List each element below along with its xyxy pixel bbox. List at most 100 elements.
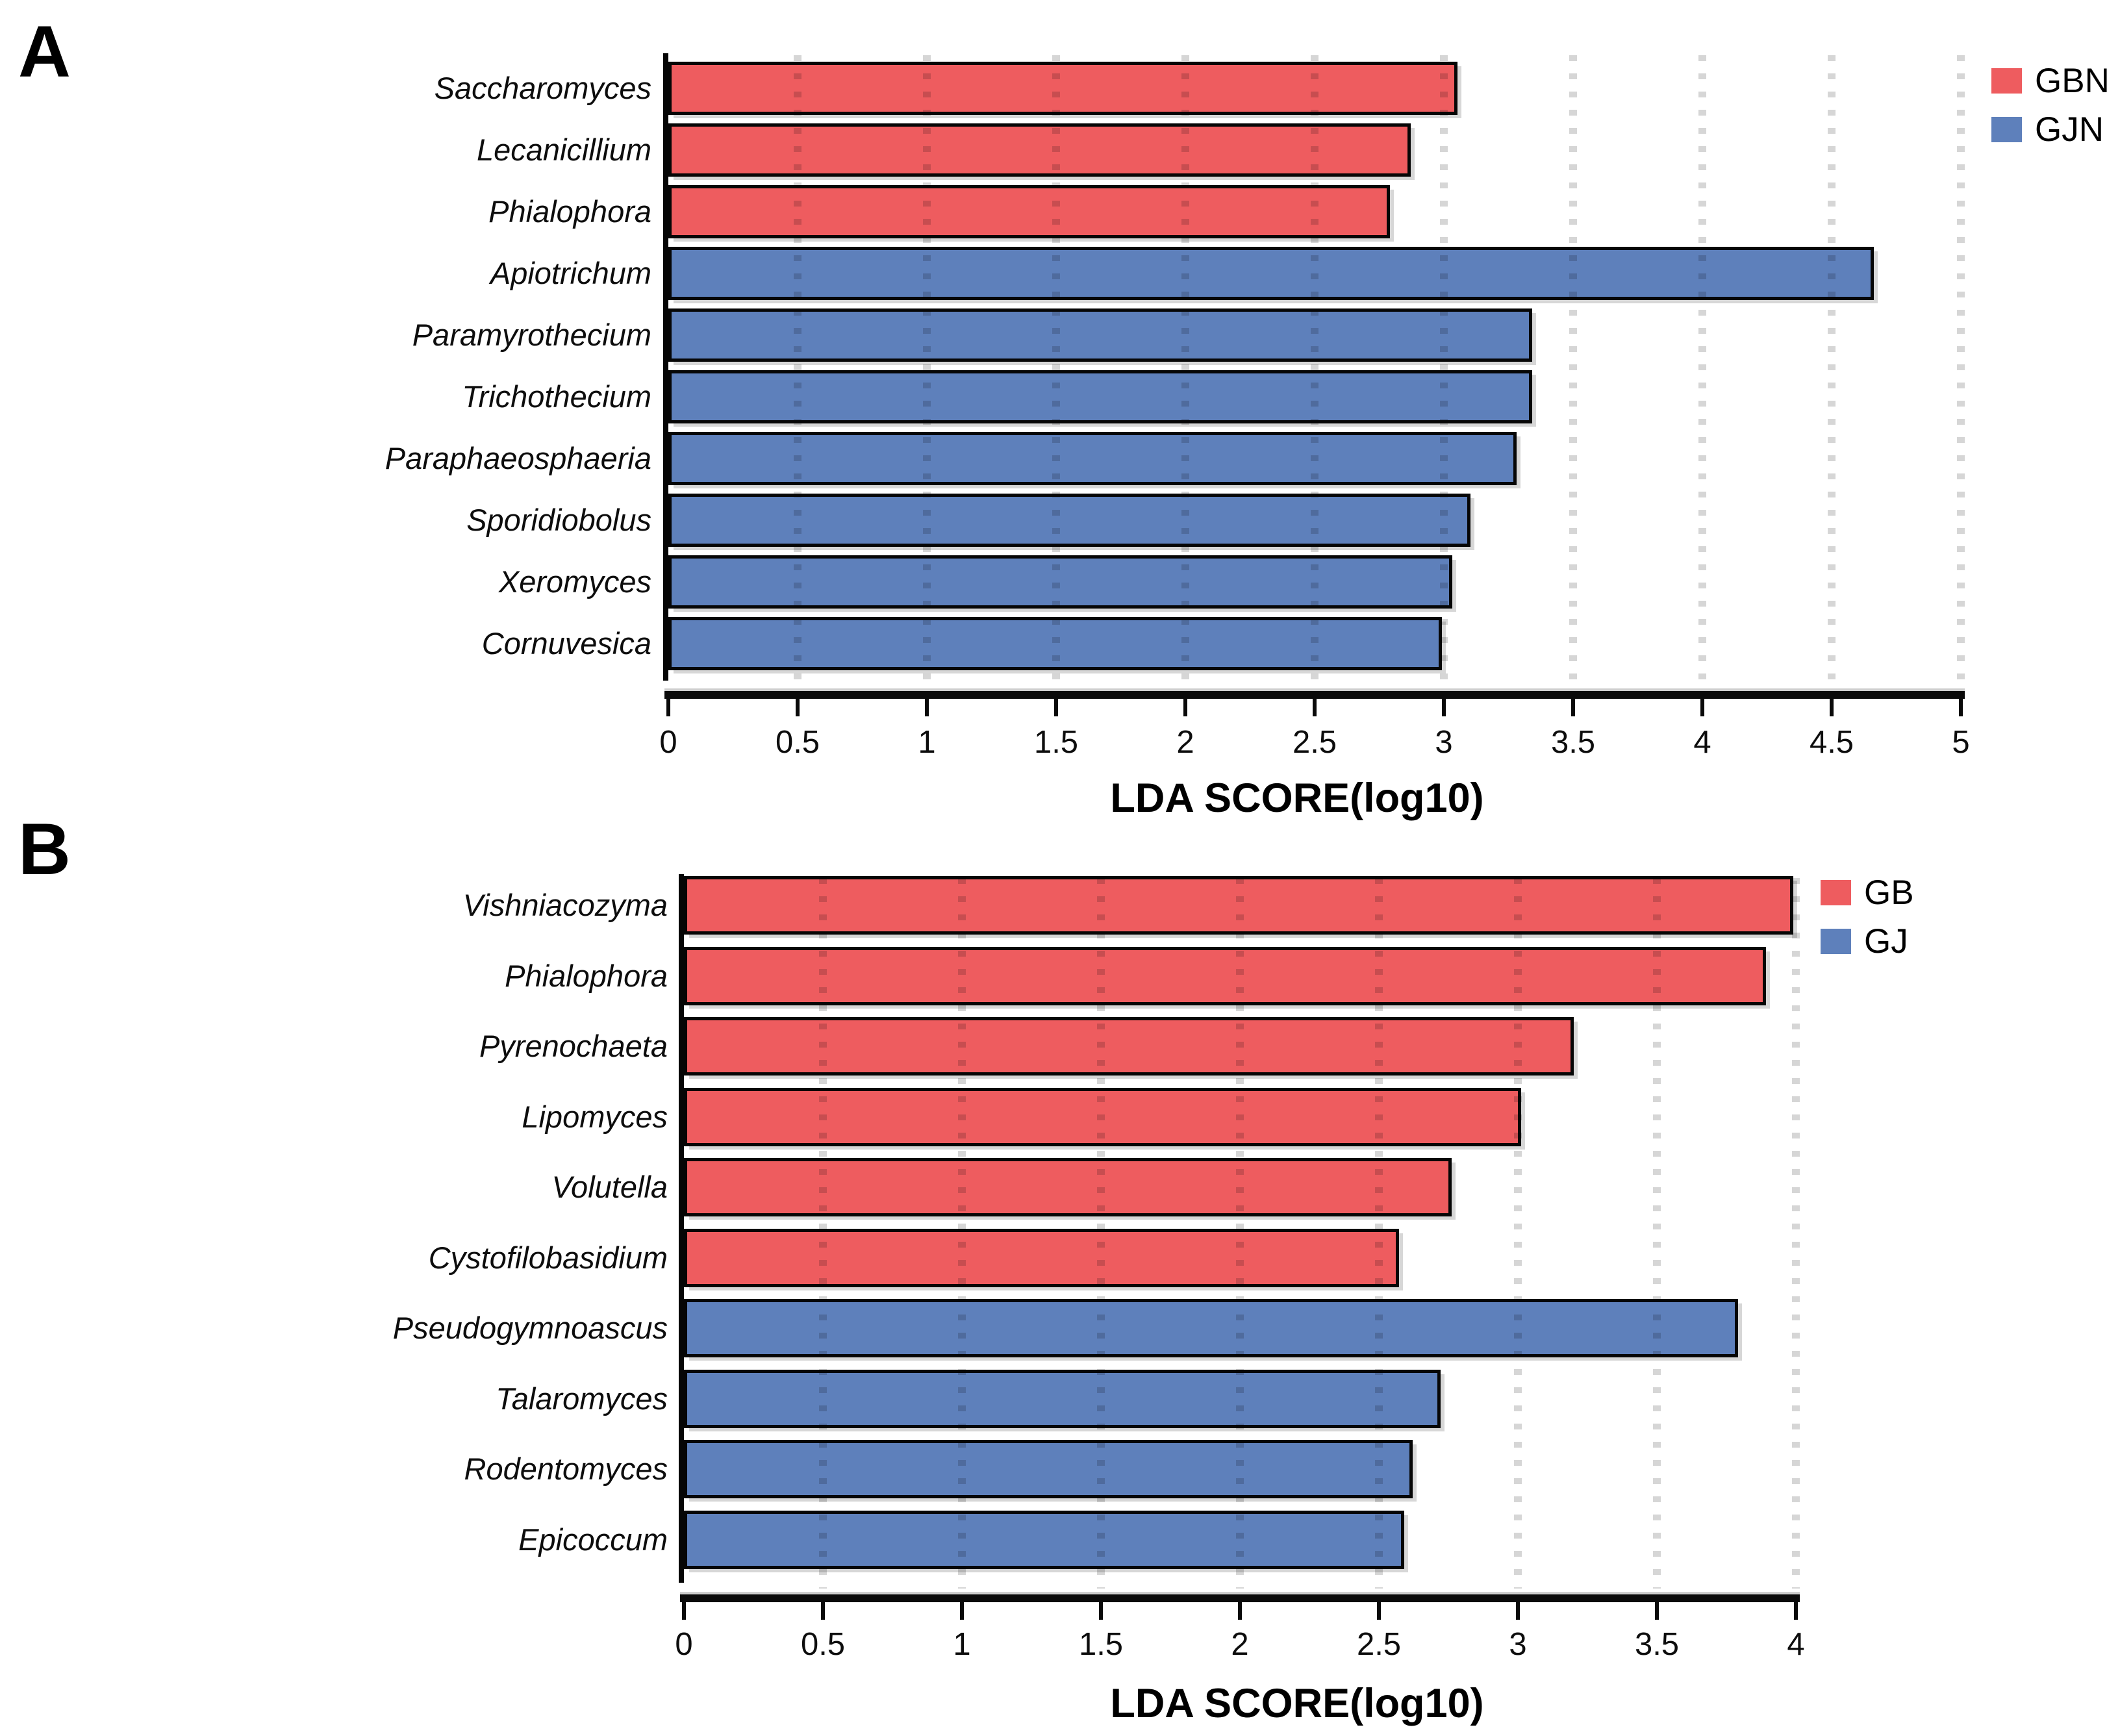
- legend-swatch-blue: [1821, 929, 1851, 954]
- x-axis-line: [664, 691, 1965, 699]
- legend-item: GJ: [1821, 924, 1914, 959]
- gridline-2.5: [1311, 55, 1318, 683]
- legend-label: GBN: [2035, 62, 2107, 100]
- x-axis-tick-2: [1238, 1602, 1242, 1620]
- x-axis-tick-label-3: 3: [1435, 725, 1453, 760]
- legend-swatch-red: [1821, 880, 1851, 905]
- panel-a-legend: GBN GJN: [1991, 64, 2107, 161]
- y-axis-line: [663, 53, 668, 681]
- taxon-label-cystofilobasidium: Cystofilobasidium: [428, 1240, 668, 1275]
- bar-talaromyces: [684, 1369, 1441, 1428]
- x-axis-tick-3: [1442, 699, 1446, 716]
- taxon-label-rodentomyces: Rodentomyces: [464, 1452, 668, 1486]
- legend-swatch-red: [1991, 68, 2022, 94]
- x-axis-tick-label-2: 2: [1176, 725, 1194, 760]
- gridline-4: [1698, 55, 1706, 683]
- gridline-1: [958, 878, 966, 1589]
- bar-saccharomyces: [668, 62, 1457, 115]
- legend-item: GB: [1821, 875, 1914, 910]
- bar-epicoccum: [684, 1510, 1404, 1569]
- bar-volutella: [684, 1158, 1452, 1216]
- taxon-label-volutella: Volutella: [551, 1170, 668, 1204]
- gridline-2.5: [1375, 878, 1383, 1589]
- gridline-1: [923, 55, 931, 683]
- bar-paramyrothecium: [668, 308, 1532, 362]
- gridline-3.5: [1653, 878, 1661, 1589]
- gridline-5: [1957, 55, 1965, 683]
- x-axis-tick-label-4: 4: [1693, 725, 1711, 760]
- x-axis-tick-4.5: [1830, 699, 1834, 716]
- taxon-label-lecanicillium: Lecanicillium: [476, 132, 651, 167]
- x-axis-tick-5: [1959, 699, 1963, 716]
- x-axis-tick-3: [1516, 1602, 1520, 1620]
- legend-swatch-blue: [1991, 117, 2022, 142]
- bar-pyrenochaeta: [684, 1017, 1574, 1076]
- x-axis-tick-label-2: 2: [1231, 1627, 1249, 1662]
- bar-phialophora: [668, 185, 1390, 238]
- x-axis-tick-label-0.5: 0.5: [775, 725, 820, 760]
- gridline-1.5: [1097, 878, 1105, 1589]
- x-axis-tick-label-3.5: 3.5: [1634, 1627, 1680, 1662]
- gridline-2: [1236, 878, 1244, 1589]
- bar-sporidiobolus: [668, 494, 1470, 547]
- x-axis-tick-label-0: 0: [675, 1627, 693, 1662]
- taxon-label-xeromyces: Xeromyces: [498, 564, 651, 599]
- taxon-label-trichothecium: Trichothecium: [462, 379, 651, 414]
- x-axis-tick-label-0: 0: [659, 725, 677, 760]
- bar-xeromyces: [668, 555, 1452, 609]
- panel-a-x-axis-title: LDA SCORE(log10): [1110, 775, 1484, 821]
- legend-item: GJN: [1991, 112, 2107, 147]
- taxon-label-paramyrothecium: Paramyrothecium: [412, 318, 651, 352]
- x-axis-tick-1: [960, 1602, 964, 1620]
- x-axis-tick-label-2.5: 2.5: [1356, 1627, 1402, 1662]
- x-axis-tick-label-3: 3: [1509, 1627, 1527, 1662]
- bar-paraphaeosphaeria: [668, 432, 1517, 485]
- taxon-label-lipomyces: Lipomyces: [522, 1100, 668, 1134]
- x-axis-tick-0.5: [821, 1602, 825, 1620]
- x-axis-tick-label-0.5: 0.5: [800, 1627, 846, 1662]
- legend-item: GBN: [1991, 64, 2107, 98]
- bar-cystofilobasidium: [684, 1228, 1399, 1287]
- legend-label: GB: [1864, 874, 1914, 912]
- gridline-1.5: [1052, 55, 1060, 683]
- bar-lecanicillium: [668, 123, 1411, 177]
- x-axis-tick-label-1: 1: [953, 1627, 971, 1662]
- panel-b-legend: GB GJ: [1821, 875, 1914, 973]
- taxon-label-phialophora: Phialophora: [488, 194, 651, 229]
- x-axis-tick-3.5: [1655, 1602, 1659, 1620]
- bar-phialophora: [684, 946, 1766, 1005]
- x-axis-tick-label-5: 5: [1952, 725, 1970, 760]
- x-axis-tick-1.5: [1099, 1602, 1103, 1620]
- taxon-label-vishniacozyma: Vishniacozyma: [462, 888, 668, 922]
- bar-pseudogymnoascus: [684, 1299, 1738, 1357]
- bar-rodentomyces: [684, 1440, 1413, 1498]
- x-axis-tick-label-4: 4: [1787, 1627, 1805, 1662]
- panel-a-letter: A: [18, 11, 71, 92]
- gridline-2: [1181, 55, 1189, 683]
- taxon-label-epicoccum: Epicoccum: [518, 1522, 668, 1557]
- gridline-0.5: [819, 878, 827, 1589]
- panel-b-letter: B: [18, 809, 71, 890]
- x-axis-tick-2: [1183, 699, 1187, 716]
- x-axis-line: [680, 1594, 1800, 1602]
- panel-b-x-axis-title: LDA SCORE(log10): [1110, 1681, 1484, 1726]
- legend-label: GJ: [1864, 922, 1908, 961]
- x-axis-tick-4: [1700, 699, 1704, 716]
- x-axis-tick-3.5: [1571, 699, 1575, 716]
- x-axis-tick-0: [682, 1602, 686, 1620]
- legend-label: GJN: [2035, 110, 2104, 149]
- x-axis-tick-0: [666, 699, 670, 716]
- x-axis-tick-1.5: [1054, 699, 1058, 716]
- taxon-label-apiotrichum: Apiotrichum: [490, 256, 651, 290]
- y-axis-line: [679, 874, 684, 1583]
- x-axis-tick-label-3.5: 3.5: [1550, 725, 1596, 760]
- taxon-label-phialophora: Phialophora: [505, 959, 668, 993]
- x-axis-tick-2.5: [1313, 699, 1317, 716]
- x-axis-tick-2.5: [1377, 1602, 1381, 1620]
- gridline-4: [1792, 878, 1800, 1589]
- x-axis-tick-label-1: 1: [918, 725, 936, 760]
- taxon-label-pyrenochaeta: Pyrenochaeta: [479, 1029, 668, 1063]
- x-axis-tick-4: [1794, 1602, 1798, 1620]
- taxon-label-pseudogymnoascus: Pseudogymnoascus: [392, 1311, 668, 1345]
